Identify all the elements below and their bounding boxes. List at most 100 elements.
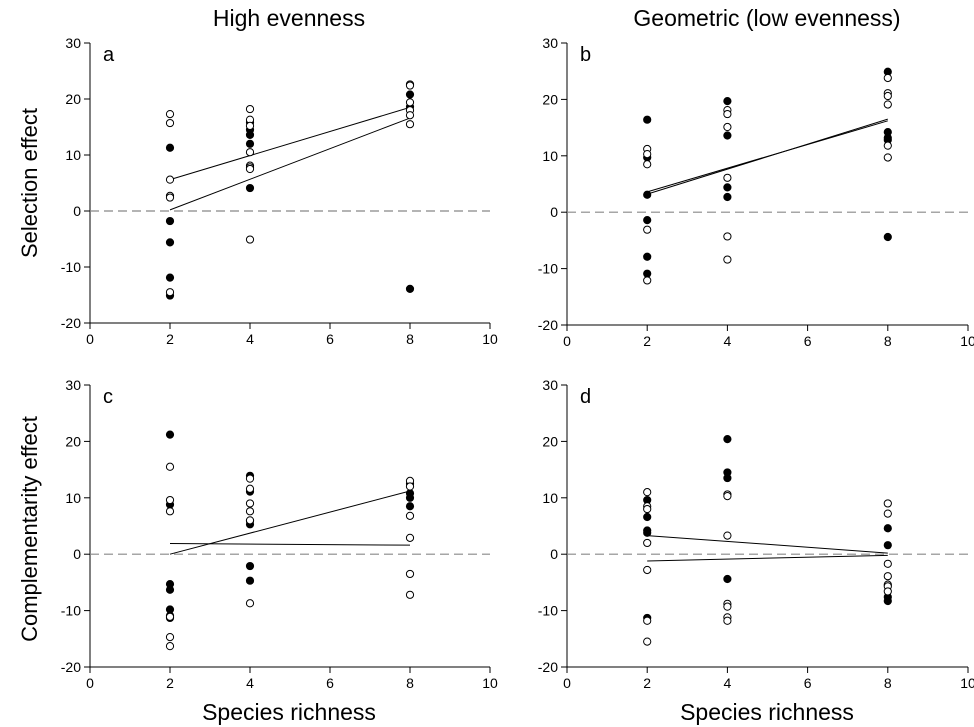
y-tick-label: -10 <box>61 603 81 619</box>
filled-point <box>245 139 255 148</box>
regression-line <box>169 542 411 546</box>
x-tick-label: 8 <box>884 675 892 691</box>
y-tick-label: 0 <box>550 204 558 220</box>
open-point <box>883 572 892 581</box>
open-point <box>643 225 652 234</box>
x-tick-label: 6 <box>326 675 334 691</box>
y-tick-label: 10 <box>65 147 81 163</box>
filled-point <box>165 238 175 247</box>
open-point <box>405 81 415 90</box>
y-tick-label: 30 <box>65 377 81 393</box>
open-point <box>405 482 415 491</box>
y-tick-label: 30 <box>542 35 558 51</box>
panel-c: -20 -10 0 10 20 30 0 2 4 6 8 10 c <box>61 377 498 691</box>
x-tick-label: 6 <box>804 333 812 349</box>
filled-point <box>883 524 892 533</box>
panel-d: -20 -10 0 10 20 30 0 2 4 6 8 10 d <box>538 377 974 691</box>
open-point <box>643 488 652 497</box>
open-point <box>165 288 175 297</box>
y-tick-label: 0 <box>73 203 81 219</box>
open-point <box>165 462 175 471</box>
open-point <box>245 104 255 114</box>
y-tick-label: 10 <box>65 490 81 506</box>
open-point <box>165 612 175 621</box>
open-point <box>643 616 652 625</box>
y-tick-label: 10 <box>542 490 558 506</box>
x-tick-label: 8 <box>406 331 414 347</box>
open-point <box>405 590 415 599</box>
y-tick-label: 20 <box>65 433 81 449</box>
open-point <box>883 587 892 596</box>
filled-point <box>883 596 892 606</box>
x-tick-label: 8 <box>884 333 892 349</box>
filled-point <box>723 96 732 106</box>
y-tick-label: 10 <box>542 148 558 164</box>
open-point <box>723 122 732 132</box>
open-point <box>405 111 415 120</box>
x-tick-label: 0 <box>563 333 571 349</box>
open-point <box>723 255 732 264</box>
x-tick-label: 2 <box>643 675 651 691</box>
open-point <box>405 98 415 107</box>
panel-letter: a <box>103 44 115 66</box>
open-point <box>245 235 255 244</box>
filled-point <box>643 252 652 261</box>
open-point <box>643 504 652 514</box>
open-point <box>723 232 732 241</box>
x-tick-label: 0 <box>86 675 94 691</box>
y-tick-label: -10 <box>538 261 558 277</box>
open-point <box>723 173 732 182</box>
open-point <box>165 118 175 128</box>
filled-point <box>883 232 892 242</box>
filled-point <box>723 131 732 140</box>
filled-point <box>245 183 255 193</box>
open-point <box>245 148 255 157</box>
x-tick-label: 8 <box>406 675 414 691</box>
regression-line <box>647 554 888 562</box>
x-tick-label: 10 <box>960 333 974 349</box>
column-title-right: Geometric (low evenness) <box>633 5 900 31</box>
x-tick-label: 0 <box>563 675 571 691</box>
x-tick-label: 4 <box>246 675 254 691</box>
x-tick-label: 4 <box>724 333 732 349</box>
open-point <box>245 164 255 174</box>
y-tick-label: 30 <box>65 35 81 51</box>
y-tick-label: -10 <box>61 259 81 275</box>
open-point <box>643 637 652 646</box>
filled-point <box>405 90 415 99</box>
y-tick-label: -20 <box>538 659 558 675</box>
open-point <box>245 599 255 608</box>
panel-letter: c <box>103 386 113 408</box>
filled-point <box>643 215 652 225</box>
filled-point <box>405 502 415 511</box>
x-tick-label: 6 <box>804 675 812 691</box>
x-tick-label: 4 <box>246 331 254 347</box>
filled-point <box>643 528 652 537</box>
open-point <box>883 509 892 518</box>
y-tick-label: -20 <box>61 315 81 331</box>
open-point <box>245 484 255 493</box>
regression-line <box>647 535 888 554</box>
panel-letter: b <box>580 44 591 66</box>
x-tick-label: 0 <box>86 331 94 347</box>
filled-point <box>245 130 255 139</box>
open-point <box>883 141 892 150</box>
x-axis-label-right: Species richness <box>680 699 854 725</box>
y-tick-label: 30 <box>542 377 558 393</box>
open-point <box>883 499 892 508</box>
open-point <box>643 160 652 169</box>
open-point <box>165 495 175 505</box>
filled-point <box>165 143 175 152</box>
filled-point <box>245 576 255 585</box>
filled-point <box>165 430 175 439</box>
y-tick-label: -20 <box>61 659 81 675</box>
open-point <box>643 276 652 285</box>
filled-point <box>643 512 652 522</box>
open-point <box>643 538 652 548</box>
open-point <box>643 150 652 159</box>
x-tick-label: 6 <box>326 331 334 347</box>
y-tick-label: 20 <box>65 91 81 107</box>
filled-point <box>165 273 175 282</box>
y-tick-label: 20 <box>542 433 558 449</box>
